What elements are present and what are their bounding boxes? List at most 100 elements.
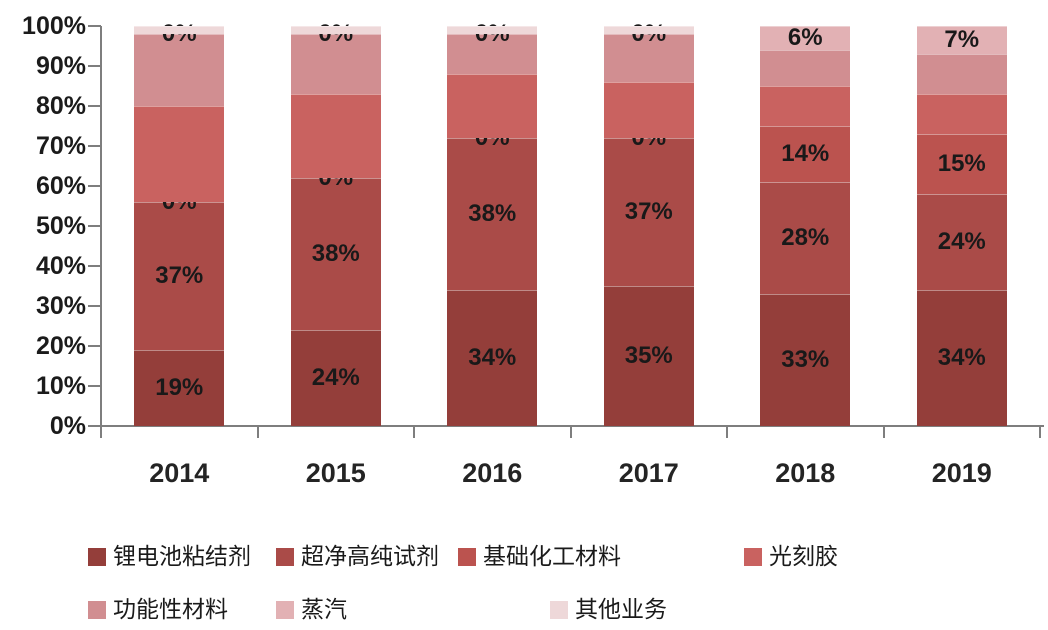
y-tick-label: 10% — [35, 372, 86, 400]
x-category-label: 2016 — [462, 458, 523, 488]
x-axis-tick — [413, 426, 415, 438]
bar-segment-2019-series1 — [916, 194, 1007, 290]
legend-label: 其他业务 — [575, 597, 667, 622]
legend-item-基础化工材料: 基础化工材料 — [458, 544, 621, 570]
bar-segment-2018-series2 — [760, 126, 851, 182]
bar-data-label: 37% — [155, 262, 204, 289]
bar-data-label: 24% — [937, 228, 986, 255]
x-axis-tick — [1039, 426, 1041, 438]
legend-item-超净高纯试剂: 超净高纯试剂 — [276, 544, 439, 570]
y-axis-tick — [88, 185, 101, 187]
bar-segment-2015-series4 — [290, 34, 381, 94]
bar-segment-2018-series1 — [760, 182, 851, 294]
bar-data-label: 38% — [468, 200, 517, 227]
y-tick-label: 40% — [35, 252, 86, 280]
legend-item-其他业务: 其他业务 — [550, 597, 667, 623]
x-category-label: 2015 — [305, 458, 366, 488]
y-tick-label: 70% — [35, 132, 86, 160]
bar-segment-2018-series5 — [760, 26, 851, 50]
y-axis-tick — [88, 145, 101, 147]
bar-segment-2015-series3 — [290, 94, 381, 178]
bar-data-label: 34% — [937, 344, 986, 371]
bar-data-label: 33% — [781, 346, 830, 373]
legend-swatch — [458, 548, 476, 566]
x-axis-tick — [100, 426, 102, 438]
y-axis-tick — [88, 25, 101, 27]
bar-segment-2015-series0 — [290, 330, 381, 426]
legend-label: 基础化工材料 — [483, 544, 621, 569]
bar-segment-2019-series0 — [916, 290, 1007, 426]
bar-segment-2016-series1 — [447, 138, 538, 290]
legend-item-蒸汽: 蒸汽 — [276, 597, 347, 623]
bar-data-label: 35% — [624, 342, 673, 369]
y-tick-label: 50% — [35, 212, 86, 240]
x-axis-line — [100, 425, 1044, 427]
y-tick-label: 100% — [22, 12, 86, 40]
bar-data-label: 6% — [787, 24, 823, 51]
x-category-label: 2019 — [931, 458, 992, 488]
bar-segment-2016-series0 — [447, 290, 538, 426]
y-tick-label: 0% — [49, 412, 86, 440]
x-category-label: 2017 — [618, 458, 679, 488]
legend-swatch — [88, 601, 106, 619]
bar-segment-2017-series0 — [603, 286, 694, 426]
bar-segment-2017-series6 — [603, 26, 694, 34]
bar-segment-2017-series4 — [603, 34, 694, 82]
bar-segment-2018-series4 — [760, 50, 851, 86]
y-axis-tick — [88, 385, 101, 387]
bar-segment-2014-series4 — [134, 34, 225, 106]
bar-data-label: 14% — [781, 140, 830, 167]
y-axis-tick — [88, 265, 101, 267]
bar-data-label: 0% — [432, 19, 552, 49]
y-axis-tick — [88, 425, 101, 427]
bar-segment-2019-series4 — [916, 54, 1007, 94]
bar-data-label: 24% — [311, 364, 360, 391]
y-tick-label: 80% — [35, 92, 86, 120]
y-axis-tick — [88, 345, 101, 347]
y-tick-label: 30% — [35, 292, 86, 320]
bar-data-label: 34% — [468, 344, 517, 371]
legend-label: 光刻胶 — [769, 544, 838, 569]
bar-data-label: 19% — [155, 374, 204, 401]
bar-segment-2015-series6 — [290, 26, 381, 34]
bar-segment-2014-series1 — [134, 202, 225, 350]
bar-data-label: 38% — [311, 240, 360, 267]
bar-segment-2017-series1 — [603, 138, 694, 286]
bar-segment-2014-series6 — [134, 26, 225, 34]
legend-swatch — [88, 548, 106, 566]
legend-label: 蒸汽 — [301, 597, 347, 622]
bar-segment-2019-series2 — [916, 134, 1007, 194]
legend-swatch — [550, 601, 568, 619]
bar-segment-2016-series6 — [447, 26, 538, 34]
y-axis-line — [100, 26, 102, 428]
bar-data-label: 37% — [624, 198, 673, 225]
y-axis-tick — [88, 105, 101, 107]
legend-swatch — [276, 548, 294, 566]
bar-segment-2017-series3 — [603, 82, 694, 138]
x-axis-tick — [569, 426, 572, 438]
legend-item-功能性材料: 功能性材料 — [88, 597, 228, 623]
y-axis-tick — [88, 225, 101, 227]
bar-data-label: 0% — [119, 19, 239, 49]
bar-segment-2014-series0 — [134, 350, 225, 426]
y-tick-label: 60% — [35, 172, 86, 200]
x-category-label: 2018 — [775, 458, 836, 488]
legend-label: 锂电池粘结剂 — [113, 544, 251, 569]
legend-swatch — [744, 548, 762, 566]
legend-label: 超净高纯试剂 — [301, 544, 439, 569]
bar-segment-2018-series0 — [760, 294, 851, 426]
bar-data-label: 0% — [276, 19, 396, 49]
x-axis-tick — [726, 426, 728, 438]
bar-data-label: 28% — [781, 224, 830, 251]
legend-item-锂电池粘结剂: 锂电池粘结剂 — [88, 544, 251, 570]
x-axis-tick — [882, 426, 885, 438]
bar-segment-2018-series3 — [760, 86, 851, 126]
bar-data-label: 15% — [937, 150, 986, 177]
bar-data-label: 7% — [944, 26, 980, 53]
y-axis-tick — [88, 65, 101, 67]
bar-segment-2019-series3 — [916, 94, 1007, 134]
y-axis-tick — [88, 305, 101, 307]
bar-segment-2014-series3 — [134, 106, 225, 202]
bar-segment-2019-series5 — [916, 26, 1007, 54]
